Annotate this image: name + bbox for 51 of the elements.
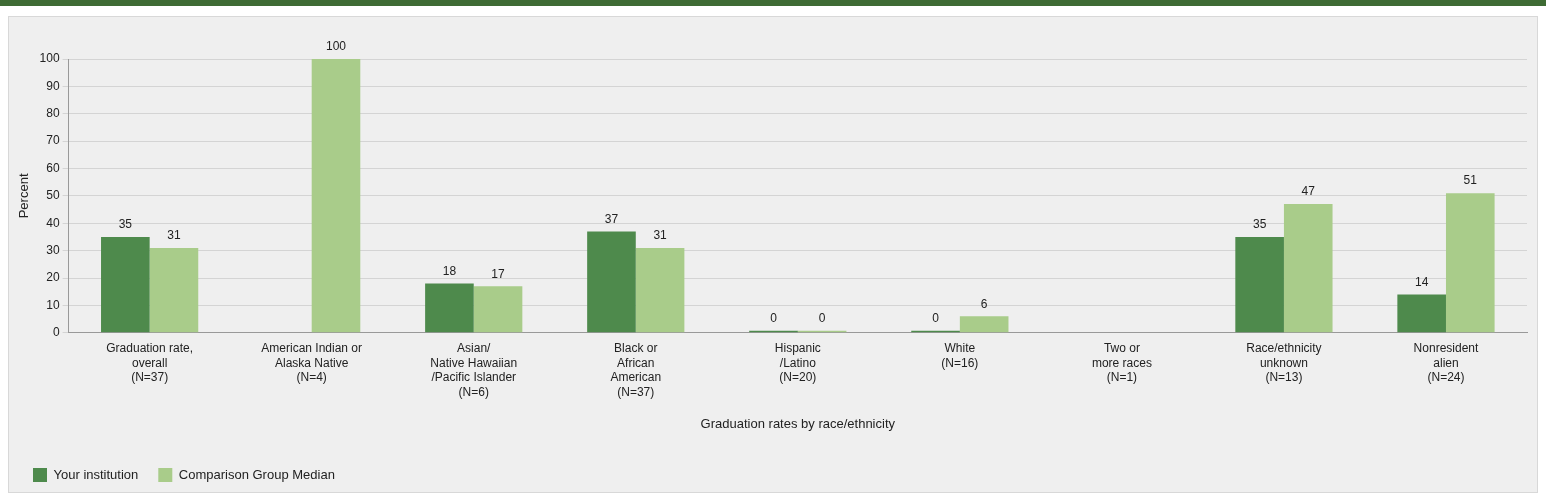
x-tick-label: Asian/ Native Hawaiian /Pacific Islander (N=6) — [430, 341, 518, 399]
legend-label: Comparison Group Median — [178, 466, 335, 482]
bar — [1397, 294, 1446, 333]
bar — [149, 247, 199, 333]
y-tick-label: 10 — [46, 297, 60, 312]
legend-label: Your institution — [53, 466, 139, 482]
bar — [101, 236, 150, 333]
bar — [311, 59, 361, 333]
data-label: 31 — [653, 228, 668, 243]
bar — [587, 231, 636, 333]
y-tick-label: 40 — [46, 215, 60, 230]
y-tick-label: 30 — [46, 242, 60, 257]
y-tick-label: 90 — [46, 78, 60, 93]
bar — [635, 247, 685, 333]
x-tick-label: White (N=16) — [941, 341, 979, 370]
data-label: 0 — [818, 311, 826, 326]
y-axis-title: Percent — [16, 173, 32, 219]
x-tick-label: Black or African American (N=37) — [610, 341, 662, 399]
data-label: 100 — [325, 39, 347, 54]
bar — [473, 286, 523, 333]
y-tick-label: 20 — [46, 270, 60, 285]
data-label: 35 — [1252, 217, 1267, 232]
x-tick-label: Hispanic /Latino (N=20) — [774, 341, 821, 385]
x-tick-label: Nonresident alien (N=24) — [1413, 341, 1479, 385]
x-tick-label: American Indian or Alaska Native (N=4) — [261, 341, 363, 385]
bar — [959, 316, 1009, 333]
data-label: 0 — [770, 311, 778, 326]
y-tick-label: 100 — [39, 51, 60, 66]
x-tick-label: Two or more races (N=1) — [1091, 341, 1152, 385]
data-label: 17 — [491, 266, 506, 281]
data-label: 14 — [1414, 274, 1429, 289]
y-tick-label: 60 — [46, 160, 60, 175]
data-label: 6 — [980, 296, 988, 311]
y-tick-label: 70 — [46, 133, 60, 148]
bar — [1283, 204, 1333, 333]
y-tick-label: 0 — [52, 325, 60, 340]
bar — [1445, 193, 1495, 333]
data-label: 31 — [167, 228, 181, 243]
bar — [425, 283, 474, 333]
data-label: 51 — [1463, 173, 1478, 188]
data-label: 18 — [442, 263, 457, 278]
bar — [1235, 236, 1284, 333]
y-tick-label: 50 — [46, 188, 60, 203]
x-tick-label: Race/ethnicity unknown (N=13) — [1246, 341, 1322, 385]
y-tick-label: 80 — [46, 106, 60, 121]
data-label: 35 — [118, 217, 133, 232]
x-tick-label: Graduation rate, overall (N=37) — [106, 341, 193, 385]
x-axis-title: Graduation rates by race/ethnicity — [700, 415, 896, 431]
data-label: 37 — [604, 211, 619, 226]
data-label: 0 — [932, 311, 940, 326]
data-label: 47 — [1301, 184, 1316, 199]
